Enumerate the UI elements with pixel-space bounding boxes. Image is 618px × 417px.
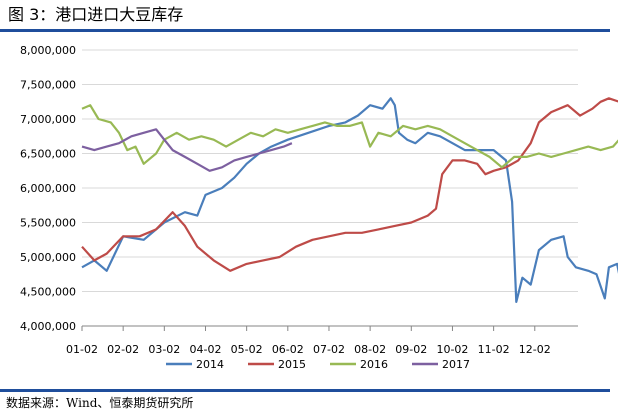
legend-label-2017: 2017 bbox=[442, 358, 470, 371]
legend-label-2016: 2016 bbox=[360, 358, 388, 371]
y-tick-label: 7,000,000 bbox=[20, 113, 76, 126]
footer-rule bbox=[0, 389, 610, 392]
series-line-2016 bbox=[81, 104, 618, 169]
legend-label-2015: 2015 bbox=[278, 358, 306, 371]
x-tick-label: 02-02 bbox=[107, 343, 139, 356]
title-rule bbox=[0, 29, 610, 32]
x-tick-label: 05-02 bbox=[231, 343, 263, 356]
y-tick-label: 5,000,000 bbox=[20, 251, 76, 264]
x-tick-label: 01-02 bbox=[66, 343, 98, 356]
x-tick-label: 07-02 bbox=[313, 343, 345, 356]
x-tick-label: 03-02 bbox=[148, 343, 180, 356]
x-tick-label: 11-02 bbox=[478, 343, 510, 356]
y-tick-label: 4,000,000 bbox=[20, 320, 76, 333]
y-tick-label: 6,000,000 bbox=[20, 182, 76, 195]
series-line-2015 bbox=[81, 97, 618, 272]
y-tick-label: 4,500,000 bbox=[20, 286, 76, 299]
y-axis-ticks: 4,000,000 4,500,000 5,000,000 5,500,000 6,00… bbox=[20, 44, 76, 333]
x-tick-label: 04-02 bbox=[190, 343, 222, 356]
x-tick-label: 06-02 bbox=[272, 343, 304, 356]
y-tick-label: 5,500,000 bbox=[20, 217, 76, 230]
y-tick-label: 6,500,000 bbox=[20, 148, 76, 161]
grid-lines bbox=[82, 49, 578, 327]
series-lines bbox=[81, 97, 618, 303]
x-axis-ticks: 01-02 02-02 03-02 04-02 05-02 06-02 07-02 08-02… bbox=[66, 326, 551, 356]
legend: 2014 2015 2016 2017 bbox=[166, 358, 470, 371]
x-tick-label: 12-02 bbox=[519, 343, 551, 356]
source-note: 数据来源：Wind、恒泰期货研究所 bbox=[6, 396, 194, 410]
y-tick-label: 7,500,000 bbox=[20, 79, 76, 92]
series-line-2014 bbox=[81, 97, 618, 303]
x-tick-label: 10-02 bbox=[436, 343, 468, 356]
y-tick-label: 8,000,000 bbox=[20, 44, 76, 57]
x-tick-label: 08-02 bbox=[354, 343, 386, 356]
x-tick-label: 09-02 bbox=[395, 343, 427, 356]
series-line-2017 bbox=[81, 128, 293, 172]
figure-title: 图 3：港口进口大豆库存 bbox=[8, 5, 184, 24]
legend-label-2014: 2014 bbox=[196, 358, 224, 371]
line-chart: 4,000,000 4,500,000 5,000,000 5,500,000 6,00… bbox=[20, 44, 618, 371]
